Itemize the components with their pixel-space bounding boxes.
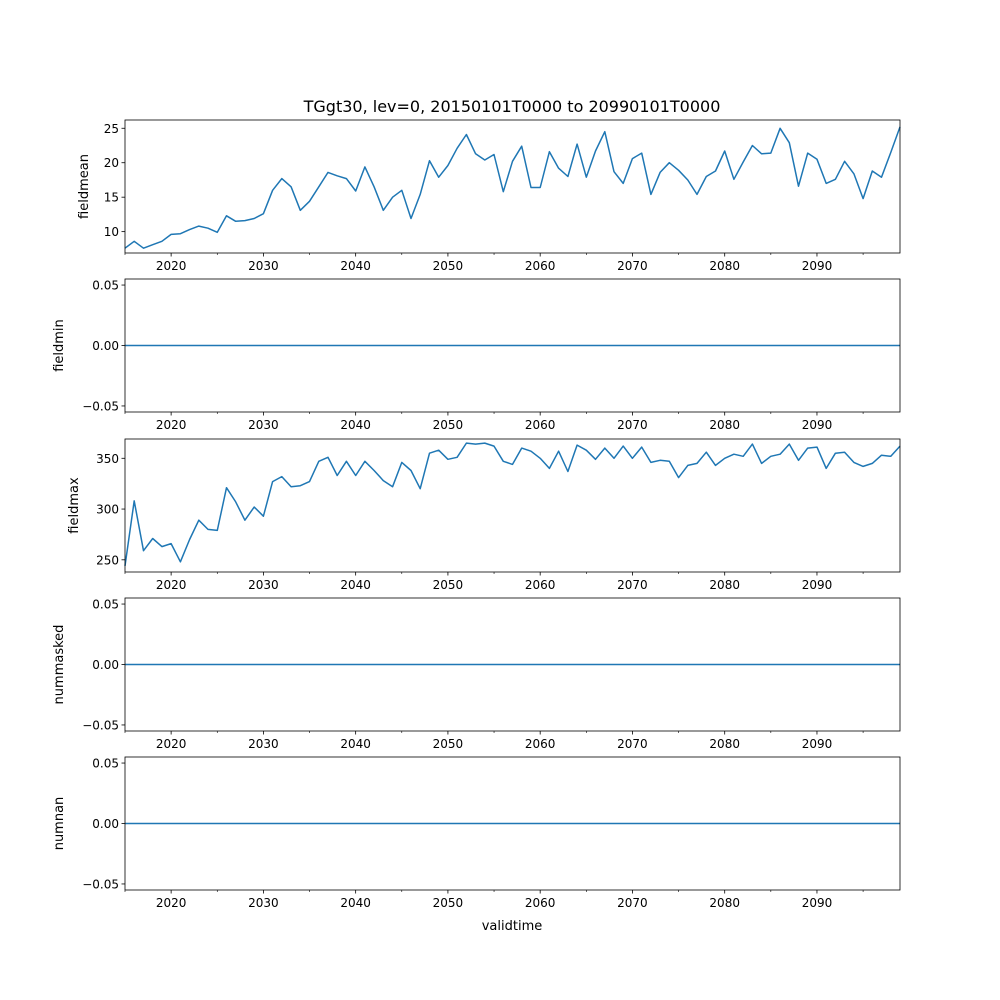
y-axis-label: fieldmax bbox=[67, 477, 82, 534]
x-tick-label: 2050 bbox=[433, 896, 464, 910]
x-tick-label: 2040 bbox=[340, 418, 371, 432]
fieldmean-series-line bbox=[124, 126, 901, 249]
y-tick-label: −0.05 bbox=[82, 399, 119, 413]
x-tick-label: 2050 bbox=[433, 259, 464, 273]
y-axis-label: numnan bbox=[52, 797, 67, 851]
fieldmax-axes-frame bbox=[124, 438, 901, 573]
x-tick-label: 2080 bbox=[709, 737, 740, 751]
y-tick-label: 0.05 bbox=[92, 757, 119, 771]
x-tick-label: 2050 bbox=[433, 418, 464, 432]
x-tick-label: 2080 bbox=[709, 418, 740, 432]
y-tick-label: 250 bbox=[96, 553, 119, 567]
x-tick-label: 2070 bbox=[617, 896, 648, 910]
y-tick-label: 0.00 bbox=[92, 339, 119, 353]
x-tick-label: 2060 bbox=[525, 896, 556, 910]
x-tick-label: 2050 bbox=[433, 737, 464, 751]
y-tick-label: 10 bbox=[104, 225, 119, 239]
y-tick-label: 25 bbox=[104, 122, 119, 136]
x-tick-label: 2080 bbox=[709, 578, 740, 592]
x-tick-label: 2070 bbox=[617, 418, 648, 432]
y-tick-label: 0.05 bbox=[92, 598, 119, 612]
x-tick-label: 2080 bbox=[709, 896, 740, 910]
y-axis-label: fieldmean bbox=[77, 154, 92, 219]
x-tick-label: 2090 bbox=[802, 418, 833, 432]
y-tick-label: 0.05 bbox=[92, 279, 119, 293]
y-tick-label: 350 bbox=[96, 452, 119, 466]
x-tick-label: 2080 bbox=[709, 259, 740, 273]
panel-numnan: 2020 2030 2040 2050 2060 2070 2080 2090 −0.05 0.0… bbox=[52, 757, 901, 910]
x-tick-label: 2030 bbox=[248, 896, 279, 910]
x-tick-label: 2040 bbox=[340, 578, 371, 592]
x-tick-label: 2020 bbox=[156, 259, 187, 273]
chart-title: TGgt30, lev=0, 20150101T0000 to 20990101… bbox=[303, 97, 721, 116]
x-tick-label: 2050 bbox=[433, 578, 464, 592]
x-tick-label: 2070 bbox=[617, 259, 648, 273]
x-tick-label: 2020 bbox=[156, 418, 187, 432]
x-tick-label: 2070 bbox=[617, 737, 648, 751]
fieldmean-axes-frame bbox=[124, 119, 901, 254]
x-tick-label: 2030 bbox=[248, 259, 279, 273]
x-tick-label: 2090 bbox=[802, 737, 833, 751]
y-tick-label: 20 bbox=[104, 156, 119, 170]
x-tick-label: 2090 bbox=[802, 259, 833, 273]
x-tick-label: 2090 bbox=[802, 896, 833, 910]
x-tick-label: 2040 bbox=[340, 737, 371, 751]
y-tick-label: 15 bbox=[104, 191, 119, 205]
x-tick-label: 2090 bbox=[802, 578, 833, 592]
panel-fieldmax: 2020 2030 2040 2050 2060 2070 2080 2090 250 300 35… bbox=[67, 438, 901, 592]
x-tick-label: 2030 bbox=[248, 737, 279, 751]
x-tick-label: 2060 bbox=[525, 737, 556, 751]
x-tick-label: 2030 bbox=[248, 578, 279, 592]
y-axis-label: nummasked bbox=[52, 625, 67, 705]
x-tick-label: 2030 bbox=[248, 418, 279, 432]
x-tick-label: 2020 bbox=[156, 896, 187, 910]
fieldmax-series-line bbox=[124, 442, 901, 567]
y-tick-label: −0.05 bbox=[82, 718, 119, 732]
y-tick-label: −0.05 bbox=[82, 877, 119, 891]
x-tick-label: 2060 bbox=[525, 578, 556, 592]
x-axis-label: validtime bbox=[482, 919, 543, 934]
panel-fieldmin: 2020 2030 2040 2050 2060 2070 2080 2090 −0.05 0.0… bbox=[52, 279, 901, 432]
x-tick-label: 2040 bbox=[340, 259, 371, 273]
panel-nummasked: 2020 2030 2040 2050 2060 2070 2080 2090 −0.05 0.0… bbox=[52, 598, 901, 751]
panel-fieldmean: 2020 2030 2040 2050 2060 2070 2080 2090 10 15 20 25… bbox=[77, 119, 901, 273]
x-tick-label: 2060 bbox=[525, 418, 556, 432]
y-tick-label: 300 bbox=[96, 503, 119, 517]
x-tick-label: 2040 bbox=[340, 896, 371, 910]
x-tick-label: 2020 bbox=[156, 737, 187, 751]
x-tick-label: 2070 bbox=[617, 578, 648, 592]
x-tick-label: 2060 bbox=[525, 259, 556, 273]
x-tick-label: 2020 bbox=[156, 578, 187, 592]
y-axis-label: fieldmin bbox=[52, 319, 67, 372]
y-tick-label: 0.00 bbox=[92, 817, 119, 831]
y-tick-label: 0.00 bbox=[92, 658, 119, 672]
